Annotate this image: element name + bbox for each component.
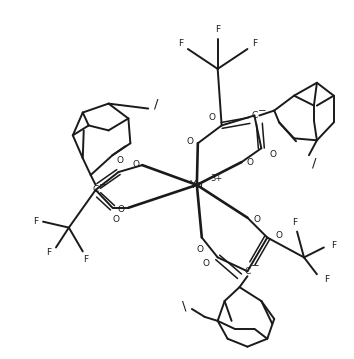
Text: F: F [178, 38, 183, 48]
Text: C: C [251, 111, 257, 120]
Text: F: F [324, 275, 329, 284]
Text: O: O [276, 231, 283, 240]
Text: F: F [292, 218, 298, 227]
Text: F: F [215, 25, 220, 34]
Text: /: / [154, 97, 158, 110]
Text: C: C [244, 267, 251, 276]
Text: −: − [99, 180, 108, 190]
Text: −: − [251, 261, 260, 271]
Text: F: F [34, 217, 39, 226]
Text: O: O [208, 113, 215, 122]
Text: O: O [247, 158, 254, 167]
Text: O: O [117, 156, 124, 165]
Text: O: O [113, 215, 120, 224]
Text: F: F [252, 38, 257, 48]
Text: 3+: 3+ [211, 173, 223, 182]
Text: /: / [312, 157, 316, 170]
Text: F: F [331, 241, 336, 250]
Text: O: O [270, 150, 277, 159]
Text: O: O [202, 259, 209, 268]
Text: −: − [258, 106, 267, 116]
Text: C: C [92, 185, 99, 195]
Text: Yb: Yb [190, 180, 204, 190]
Text: O: O [118, 205, 125, 214]
Text: O: O [187, 137, 193, 146]
Text: O: O [133, 160, 140, 169]
Text: O: O [254, 215, 261, 224]
Text: F: F [46, 248, 52, 257]
Text: O: O [196, 245, 203, 254]
Text: F: F [83, 255, 88, 264]
Text: \: \ [182, 299, 186, 312]
